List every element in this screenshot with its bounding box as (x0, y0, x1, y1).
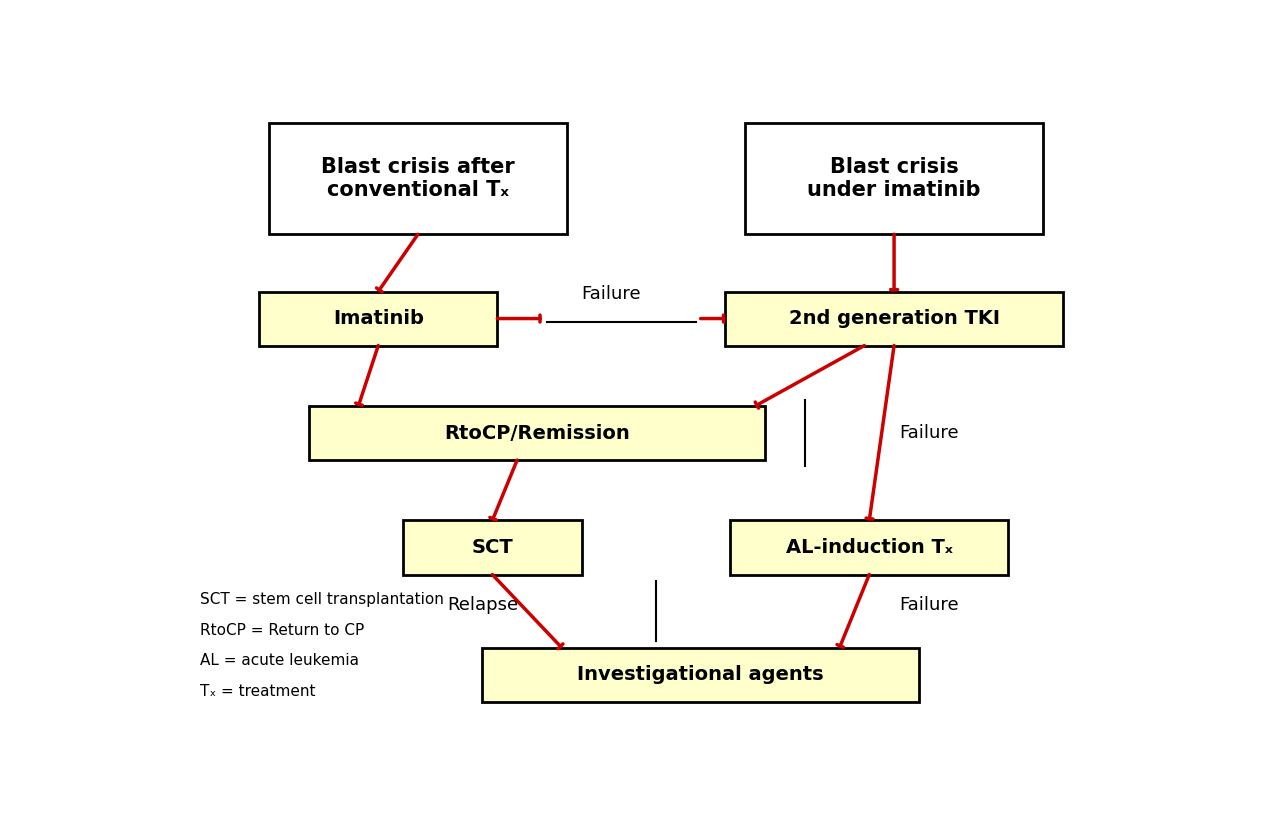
Text: AL = acute leukemia: AL = acute leukemia (200, 653, 358, 668)
Bar (745, 123, 1043, 235)
Text: Investigational agents: Investigational agents (577, 665, 824, 684)
Text: Blast crisis
under imatinib: Blast crisis under imatinib (808, 157, 980, 200)
Bar (259, 292, 497, 345)
Text: SCT = stem cell transplantation: SCT = stem cell transplantation (200, 592, 444, 607)
Text: Failure: Failure (899, 424, 959, 442)
Text: RtoCP = Return to CP: RtoCP = Return to CP (200, 623, 364, 638)
Bar (731, 520, 1009, 575)
Bar (308, 406, 765, 460)
Bar (726, 292, 1062, 345)
Text: RtoCP/Remission: RtoCP/Remission (444, 424, 630, 443)
Bar (483, 648, 919, 702)
Bar (403, 520, 581, 575)
Text: SCT: SCT (471, 538, 513, 557)
Text: Blast crisis after
conventional Tₓ: Blast crisis after conventional Tₓ (321, 157, 515, 200)
Text: Imatinib: Imatinib (333, 309, 424, 328)
Bar (269, 123, 567, 235)
Text: AL-induction Tₓ: AL-induction Tₓ (786, 538, 952, 557)
Text: Failure: Failure (899, 596, 959, 614)
Text: Tₓ = treatment: Tₓ = treatment (200, 684, 315, 699)
Text: Relapse: Relapse (447, 596, 518, 614)
Text: 2nd generation TKI: 2nd generation TKI (788, 309, 1000, 328)
Text: Failure: Failure (581, 285, 641, 302)
